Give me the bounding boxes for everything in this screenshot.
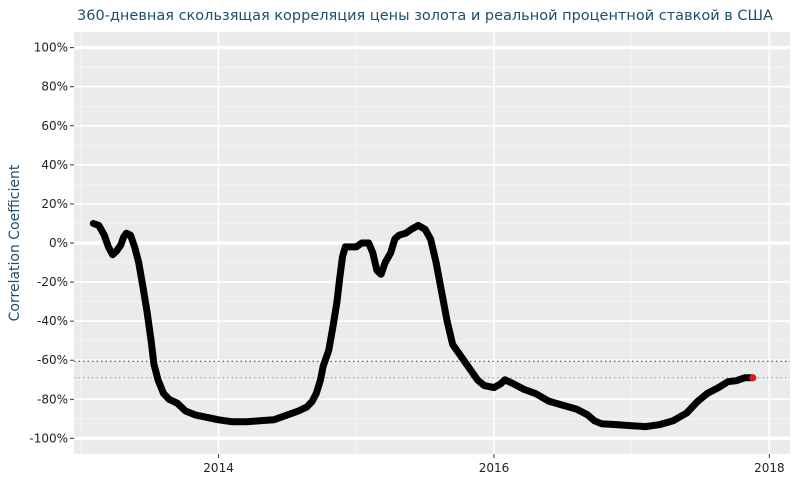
y-tick-label: 20% — [41, 197, 68, 211]
chart-title: 360-дневная скользящая корреляция цены з… — [77, 8, 773, 24]
y-tick-label: 0% — [49, 236, 68, 250]
y-tick-label: 100% — [34, 41, 68, 55]
x-tick-label: 2016 — [479, 461, 510, 475]
y-tick-label: 80% — [41, 80, 68, 94]
x-tick-label: 2014 — [203, 461, 234, 475]
y-axis-ticks: 100% 80% 60% 40% 20% 0% -20% -40% -60% -80% -100% — [29, 41, 74, 445]
series-line — [89, 220, 757, 431]
y-axis-label: Correlation Coefficient — [7, 164, 23, 321]
last-value-point — [749, 374, 757, 382]
x-tick-label: 2018 — [754, 461, 785, 475]
y-tick-label: -60% — [37, 353, 68, 367]
y-tick-label: -100% — [29, 431, 68, 445]
x-axis-ticks: 2014 2016 2018 — [203, 454, 785, 475]
y-tick-label: -40% — [37, 314, 68, 328]
series-line-group — [89, 220, 757, 431]
y-tick-label: 60% — [41, 119, 68, 133]
y-tick-label: -80% — [37, 392, 68, 406]
y-tick-label: 40% — [41, 158, 68, 172]
y-tick-label: -20% — [37, 275, 68, 289]
